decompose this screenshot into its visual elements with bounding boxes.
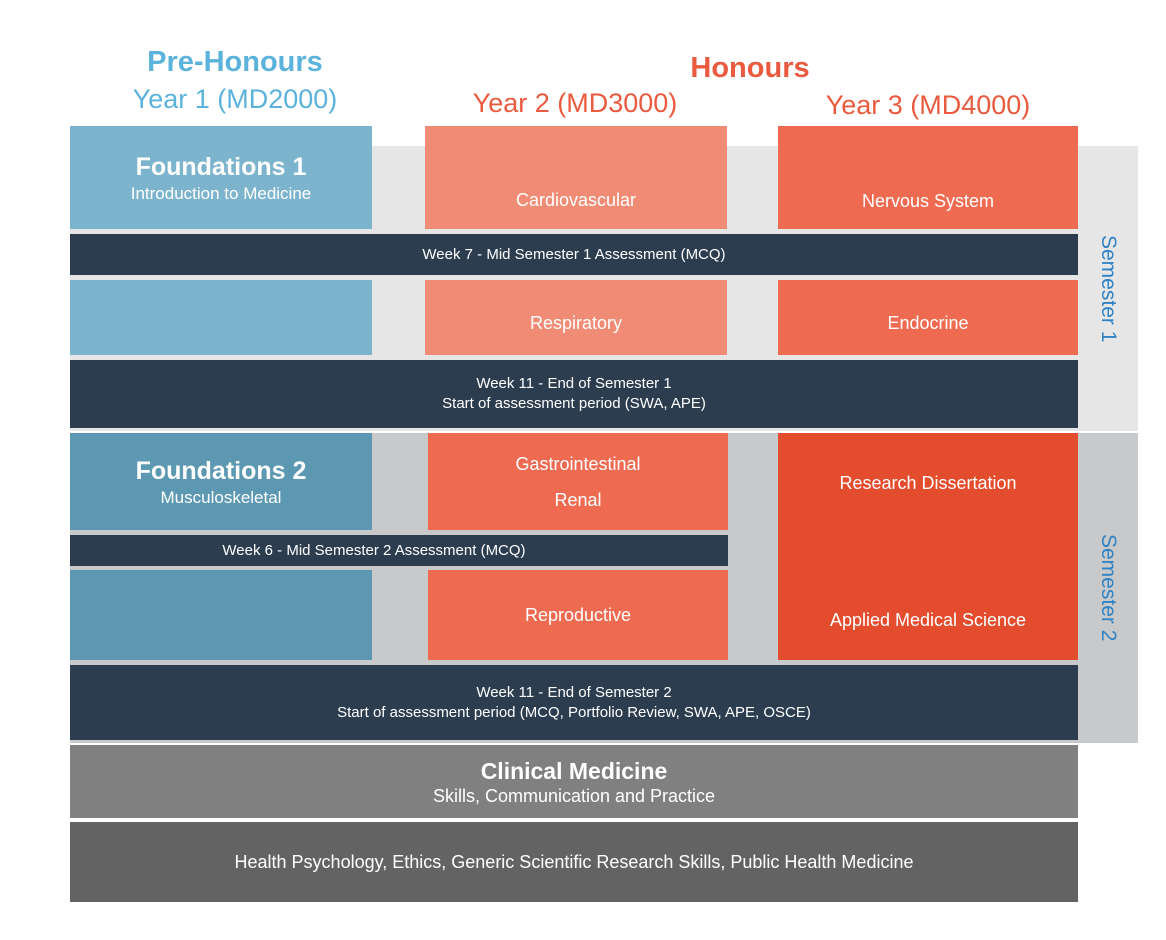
pre-honours-heading: Pre-Honours (147, 46, 323, 78)
year2-heading: Year 2 (MD3000) (472, 88, 678, 118)
reproductive-label: Reproductive (524, 605, 632, 625)
cardiovascular-block: Cardiovascular (425, 126, 727, 229)
cardiovascular-label: Cardiovascular (515, 189, 637, 210)
year1-heading: Year 1 (MD2000) (132, 84, 338, 114)
foundations1-block: Foundations 1 Introduction to Medicine (70, 126, 372, 229)
week11-semester2-line1: Week 11 - End of Semester 2 (476, 683, 672, 701)
semester1-label: Semester 1 (1097, 234, 1120, 343)
applied-medical-science-label: Applied Medical Science (829, 610, 1027, 630)
respiratory-block: Respiratory (425, 280, 727, 355)
week11-semester2-line2: Start of assessment period (MCQ, Portfol… (337, 703, 811, 721)
week6-assessment-text: Week 6 - Mid Semester 2 Assessment (MCQ) (222, 541, 526, 559)
respiratory-label: Respiratory (529, 312, 623, 333)
semester2-label: Semester 2 (1097, 534, 1120, 642)
research-dissertation-label: Research Dissertation (839, 473, 1017, 493)
week11-semester1-bar: Week 11 - End of Semester 1 Start of ass… (70, 360, 1078, 428)
week7-assessment-text: Week 7 - Mid Semester 1 Assessment (MCQ) (422, 245, 726, 263)
foundations2-block: Foundations 2 Musculoskeletal (70, 433, 372, 530)
foundations2-title: Foundations 2 (135, 456, 307, 485)
endocrine-label: Endocrine (887, 312, 969, 333)
renal-label: Renal (554, 489, 602, 510)
foundations2-continued-block (70, 570, 372, 660)
gi-renal-block: Gastrointestinal Renal (428, 433, 728, 530)
clinical-medicine-title: Clinical Medicine (480, 757, 668, 784)
gastrointestinal-label: Gastrointestinal (515, 453, 641, 474)
foundations2-subtitle: Musculoskeletal (160, 487, 282, 507)
week11-semester1-line1: Week 11 - End of Semester 1 (476, 375, 672, 392)
week7-assessment-bar: Week 7 - Mid Semester 1 Assessment (MCQ) (70, 234, 1078, 275)
generic-skills-text: Health Psychology, Ethics, Generic Scien… (234, 851, 914, 872)
week11-semester1-line2: Start of assessment period (SWA, APE) (442, 395, 706, 412)
reproductive-block: Reproductive (428, 570, 728, 660)
foundations1-subtitle: Introduction to Medicine (130, 183, 312, 203)
endocrine-block: Endocrine (778, 280, 1078, 355)
foundations1-title: Foundations 1 (135, 152, 307, 181)
week11-semester2-bar: Week 11 - End of Semester 2 Start of ass… (70, 665, 1078, 740)
clinical-medicine-subtitle: Skills, Communication and Practice (432, 785, 716, 806)
generic-skills-block: Health Psychology, Ethics, Generic Scien… (70, 822, 1078, 902)
foundations1-continued-block (70, 280, 372, 355)
honours-heading: Honours (690, 52, 810, 84)
nervous-system-block: Nervous System (778, 126, 1078, 229)
clinical-medicine-block: Clinical Medicine Skills, Communication … (70, 745, 1078, 818)
research-applied-block: Research Dissertation Applied Medical Sc… (778, 433, 1078, 660)
nervous-system-label: Nervous System (861, 190, 995, 211)
year3-heading: Year 3 (MD4000) (825, 90, 1031, 120)
week6-assessment-bar: Week 6 - Mid Semester 2 Assessment (MCQ) (70, 535, 728, 566)
